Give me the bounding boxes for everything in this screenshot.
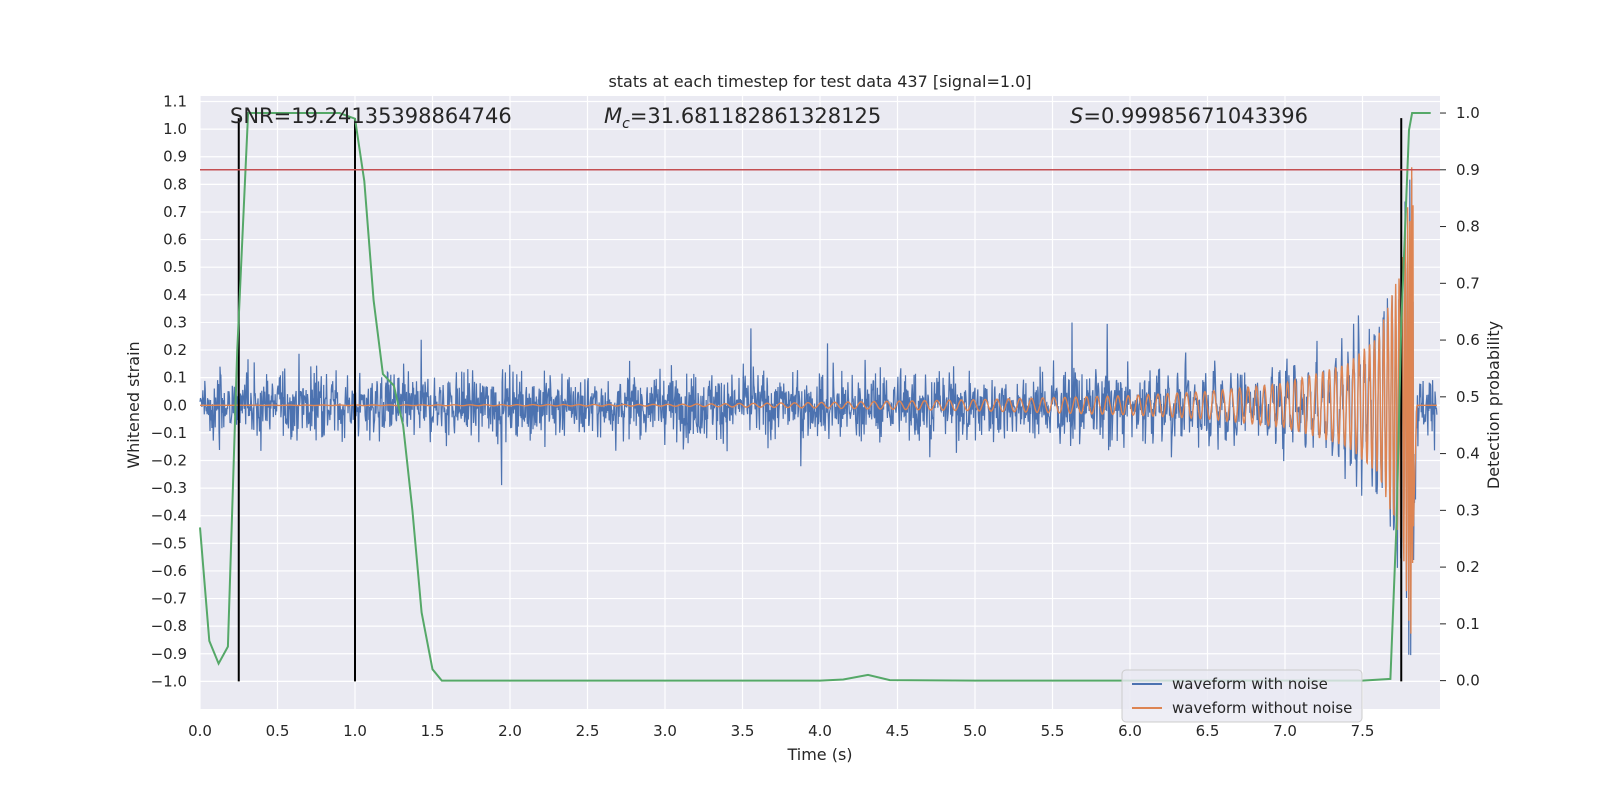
x-tick-label: 1.0: [343, 722, 367, 740]
x-tick-labels: 0.0 0.5 1.0 1.5 2.0 2.5 3.0 3.5 4.0 4.5 5.0 5.5 6.0 6…: [188, 722, 1374, 740]
y2-tick-label: 0.0: [1456, 672, 1480, 690]
y-tick-label: 0.9: [163, 148, 187, 166]
x-tick-label: 5.5: [1041, 722, 1065, 740]
series-waveform-without-noise: [200, 167, 1437, 634]
y2-tick-labels: 1.0 0.9 0.8 0.7 0.6 0.5 0.4 0.3 0.2 0.1 0.0: [1440, 104, 1480, 690]
x-tick-label: 0.0: [188, 722, 212, 740]
y-tick-label: −0.9: [151, 645, 187, 663]
y-tick-labels: 1.1 1.0 0.9 0.8 0.7 0.6 0.5 0.4 0.3 0.2 0.1 0.0 −0.1…: [151, 93, 187, 691]
x-axis-label: Time (s): [786, 745, 852, 764]
y-tick-label: 0.3: [163, 313, 187, 331]
x-tick-label: 3.5: [731, 722, 755, 740]
clean-waveform-line: [200, 167, 1437, 634]
y-tick-label: −0.3: [151, 479, 187, 497]
snr-annotation: SNR=19.24135398864746: [230, 104, 512, 128]
x-tick-label: 2.5: [576, 722, 600, 740]
legend-label-noise: waveform with noise: [1172, 675, 1328, 693]
y-tick-label: 0.1: [163, 369, 187, 387]
y2-tick-label: 0.5: [1456, 388, 1480, 406]
score-annotation: S=0.99985671043396: [1070, 104, 1308, 128]
x-tick-label: 2.0: [498, 722, 522, 740]
legend-label-clean: waveform without noise: [1172, 699, 1352, 717]
x-tick-label: 6.0: [1118, 722, 1142, 740]
y-tick-label: 0.7: [163, 203, 187, 221]
y-tick-label: 0.2: [163, 341, 187, 359]
y2-tick-label: 0.6: [1456, 331, 1480, 349]
y2-tick-label: 0.9: [1456, 161, 1480, 179]
chirp-mass-annotation: Mc=31.681182861328125: [604, 104, 881, 132]
y-tick-label: 1.1: [163, 93, 187, 111]
x-tick-label: 4.5: [886, 722, 910, 740]
detection-probability-line: [199, 112, 1431, 682]
y2-tick-label: 0.1: [1456, 615, 1480, 633]
y-tick-label: −1.0: [151, 672, 187, 690]
chart-title: stats at each timestep for test data 437…: [608, 72, 1031, 91]
vertical-markers: [237, 118, 1403, 682]
y-tick-label: 0.5: [163, 258, 187, 276]
x-tick-label: 5.0: [963, 722, 987, 740]
y-tick-label: −0.5: [151, 534, 187, 552]
series-waveform-with-noise: [199, 177, 1438, 656]
y-tick-label: 1.0: [163, 120, 187, 138]
y-axis-label: Whitened strain: [124, 341, 143, 468]
legend: waveform with noise waveform without noi…: [1121, 669, 1363, 723]
series-detection-probability: [199, 112, 1431, 682]
legend-box: [1121, 669, 1363, 723]
y2-tick-label: 1.0: [1456, 104, 1480, 122]
y-tick-label: −0.7: [151, 590, 187, 608]
y-tick-label: 0.0: [163, 396, 187, 414]
x-tick-label: 7.0: [1273, 722, 1297, 740]
y-tick-label: 0.6: [163, 231, 187, 249]
y2-tick-label: 0.2: [1456, 558, 1480, 576]
y2-tick-label: 0.3: [1456, 501, 1480, 519]
y-tick-label: −0.4: [151, 507, 187, 525]
x-tick-label: 4.0: [808, 722, 832, 740]
x-tick-label: 3.0: [653, 722, 677, 740]
y-tick-label: −0.6: [151, 562, 187, 580]
y2-tick-label: 0.4: [1456, 445, 1480, 463]
x-tick-label: 0.5: [266, 722, 290, 740]
noise-waveform-line: [199, 177, 1438, 656]
y2-tick-label: 0.8: [1456, 218, 1480, 236]
y-tick-label: −0.1: [151, 424, 187, 442]
y-tick-label: −0.8: [151, 617, 187, 635]
x-tick-label: 7.5: [1351, 722, 1375, 740]
x-tick-label: 6.5: [1196, 722, 1220, 740]
y2-axis-label: Detection probability: [1484, 321, 1503, 489]
y-tick-label: 0.4: [163, 286, 187, 304]
x-tick-label: 1.5: [421, 722, 445, 740]
y-tick-label: 0.8: [163, 175, 187, 193]
y-tick-label: −0.2: [151, 451, 187, 469]
y2-tick-label: 0.7: [1456, 274, 1480, 292]
